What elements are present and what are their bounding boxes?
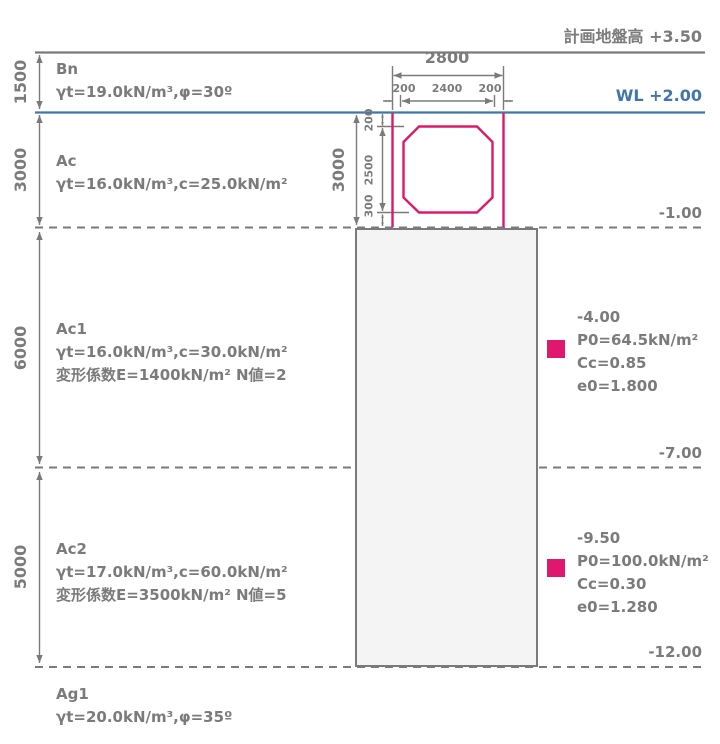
consolidation-point-2: -9.50 P0=100.0kN/m² Cc=0.30 e0=1.280 [577,527,709,619]
layer-props: 変形係数E=1400kN/m² N値=2 [56,366,287,384]
point-p0: P0=64.5kN/m² [577,331,699,349]
point-p0: P0=100.0kN/m² [577,552,709,570]
layer-props: γt=16.0kN/m³,c=25.0kN/m² [56,175,288,193]
layer-props: 変形係数E=3500kN/m² N値=5 [56,586,287,604]
thickness-label-3000: 3000 [11,147,30,193]
consolidation-marker [547,340,565,358]
elevation-label-minus7: -7.00 [658,444,702,462]
layer-name: Ac2 [56,540,87,558]
caisson-width-dims [383,66,513,110]
caisson-width-label-2400: 2400 [431,82,463,95]
layer-name: Ag1 [56,685,89,703]
layer-label-bn: Bn γt=19.0kN/m³,φ=30º [56,58,233,104]
layer-label-ag1: Ag1 γt=20.0kN/m³,φ=35º [56,683,233,729]
pile-column [355,228,538,667]
caisson-width-label-200-left: 200 [392,82,416,95]
thickness-label-1500: 1500 [11,59,30,105]
caisson-height-dims [353,114,409,226]
caisson-height-label-2500: 2500 [362,154,376,186]
elevation-label-minus12: -12.00 [648,643,702,661]
point-e0: e0=1.280 [577,598,658,616]
caisson-inner-chamber [402,125,494,214]
layer-label-ac: Ac γt=16.0kN/m³,c=25.0kN/m² [56,150,288,196]
point-cc: Cc=0.30 [577,575,647,593]
layer-label-ac1: Ac1 γt=16.0kN/m³,c=30.0kN/m² 変形係数E=1400k… [56,318,288,387]
caisson-width-label-200-right: 200 [478,82,502,95]
layer-props: γt=20.0kN/m³,φ=35º [56,708,233,726]
layer-name: Ac [56,152,77,170]
water-level-label: WL +2.00 [615,86,702,105]
caisson-width-label-2800: 2800 [424,48,470,67]
caisson-height-label-200: 200 [362,108,376,132]
consolidation-marker [547,559,565,577]
layer-props: γt=19.0kN/m³,φ=30º [56,83,233,101]
thickness-label-6000: 6000 [11,325,30,371]
ground-level-label: 計画地盤高 +3.50 [563,27,702,46]
consolidation-point-1: -4.00 P0=64.5kN/m² Cc=0.85 e0=1.800 [577,306,698,398]
layer-props: γt=16.0kN/m³,c=30.0kN/m² [56,343,288,361]
elevation-label-minus1: -1.00 [658,204,702,222]
point-cc: Cc=0.85 [577,354,647,372]
caisson-height-label-300: 300 [362,194,376,218]
caisson-outline [391,113,505,227]
point-depth: -4.00 [577,308,621,326]
layer-name: Ac1 [56,320,87,338]
point-e0: e0=1.800 [577,377,658,395]
point-depth: -9.50 [577,529,621,547]
caisson-height-label-3000: 3000 [329,147,348,193]
layer-name: Bn [56,60,79,78]
layer-label-ac2: Ac2 γt=17.0kN/m³,c=60.0kN/m² 変形係数E=3500k… [56,538,288,607]
layer-props: γt=17.0kN/m³,c=60.0kN/m² [56,563,288,581]
thickness-label-5000: 5000 [11,544,30,590]
